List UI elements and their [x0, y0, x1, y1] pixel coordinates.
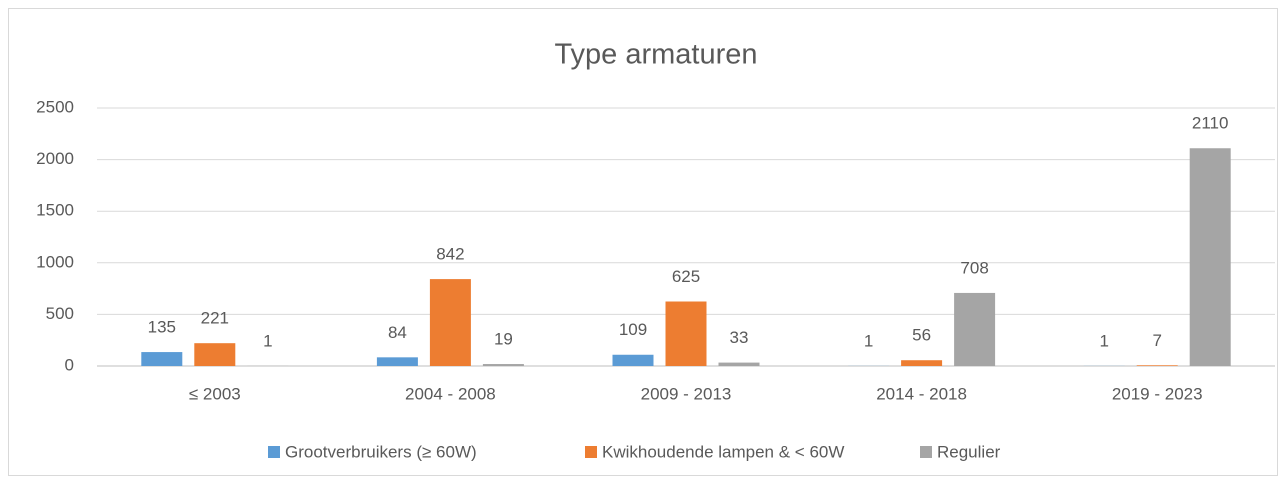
value-label: 708 [960, 258, 988, 277]
value-label: 625 [672, 267, 700, 286]
y-tick-label: 2000 [36, 149, 74, 168]
bar [901, 360, 943, 366]
value-label: 2110 [1192, 114, 1229, 133]
chart-frame [8, 8, 1278, 476]
value-label: 842 [436, 245, 464, 264]
y-tick-label: 2500 [36, 97, 74, 116]
legend-label: Kwikhoudende lampen & < 60W [602, 442, 844, 461]
bar [376, 357, 418, 366]
bar [954, 292, 996, 366]
x-tick-label: 2004 - 2008 [405, 384, 496, 403]
bar [482, 364, 524, 366]
bar [141, 352, 183, 366]
x-tick-label: 2019 - 2023 [1112, 384, 1203, 403]
bar [194, 343, 236, 366]
bar [718, 362, 760, 366]
legend-label: Regulier [937, 442, 1001, 461]
value-label: 19 [494, 330, 513, 349]
bar [1136, 365, 1178, 366]
bar [612, 354, 654, 366]
value-label: 1 [263, 331, 272, 350]
value-label: 7 [1152, 331, 1161, 350]
value-label: 109 [619, 320, 647, 339]
legend-label: Grootverbruikers (≥ 60W) [285, 442, 477, 461]
value-label: 1 [1099, 331, 1108, 350]
chart-title: Type armaturen [554, 39, 757, 71]
bar [429, 279, 471, 366]
value-label: 221 [201, 309, 229, 328]
legend-swatch [585, 446, 597, 458]
value-label: 33 [730, 328, 749, 347]
y-tick-label: 0 [65, 355, 74, 374]
y-tick-label: 1000 [36, 252, 74, 271]
x-tick-label: ≤ 2003 [189, 384, 241, 403]
value-label: 84 [388, 323, 407, 342]
bar [665, 301, 707, 366]
y-tick-label: 500 [46, 304, 74, 323]
x-tick-label: 2009 - 2013 [641, 384, 732, 403]
y-tick-label: 1500 [36, 201, 74, 220]
legend-swatch [920, 446, 932, 458]
bar [1189, 148, 1231, 366]
legend-swatch [268, 446, 280, 458]
value-label: 56 [912, 326, 931, 345]
x-tick-label: 2014 - 2018 [876, 384, 967, 403]
value-label: 1 [864, 331, 873, 350]
value-label: 135 [148, 318, 176, 337]
